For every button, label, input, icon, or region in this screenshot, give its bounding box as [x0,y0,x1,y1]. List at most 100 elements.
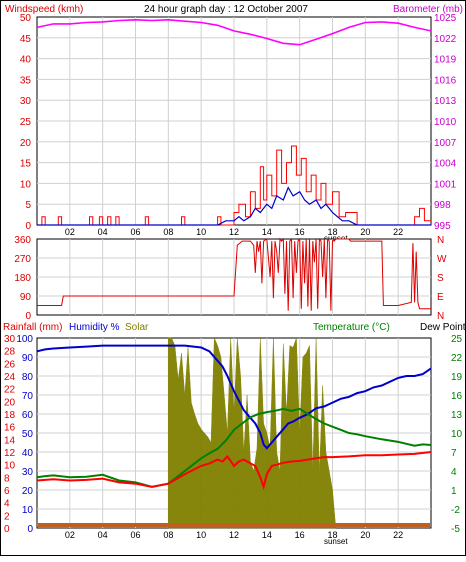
barometer-tick-label: 1004 [434,159,457,170]
time-tick-label: 18 [327,227,337,237]
rainfall-bar [38,523,430,527]
rainfall-tick-label: 28 [4,347,16,358]
humidity-axis-title: Humidity % [69,322,120,333]
direction-tick-label: 90 [20,292,32,303]
rainfall-tick-label: 8 [4,473,10,484]
rainfall-tick-label: 26 [4,359,16,370]
humidity-tick-label: 40 [22,448,34,459]
sunset-label: sunset [324,537,348,546]
windspeed-axis-title: Windspeed (kmh) [5,4,83,15]
windspeed-tick-label: 30 [20,96,32,107]
time-tick-label: 10 [196,227,206,237]
windspeed-tick-label: 25 [20,117,32,128]
direction-tick-label: 0 [25,311,31,322]
rainfall-tick-label: 30 [4,334,16,345]
graph-title: 24 hour graph day : 12 October 2007 [144,4,308,15]
humidity-tick-label: 80 [22,372,34,383]
humidity-tick-label: 20 [22,486,34,497]
rainfall-tick-label: 0 [4,524,10,535]
time-tick-label: 08 [163,227,173,237]
windspeed-tick-label: 5 [25,200,31,211]
humidity-line [36,344,432,450]
rainfall-tick-label: 4 [4,499,10,510]
windspeed-tick-label: 20 [20,138,32,149]
dewpoint-axis-title: Dew Point [420,322,466,333]
time-tick-label: 14 [262,227,272,237]
temperature-tick-label: 7 [451,448,457,459]
barometer-tick-label: 1019 [434,55,457,66]
barometer-tick-label: 1016 [434,75,457,86]
temperature-tick-label: -2 [451,505,460,516]
temperature-tick-label: 19 [451,372,463,383]
time-tick-label: 16 [295,530,305,540]
temperature-tick-label: 25 [451,334,463,345]
time-tick-label: 02 [65,227,75,237]
wind-direction-line [37,237,431,311]
time-tick-label: 22 [393,530,403,540]
barometer-tick-label: 998 [434,200,451,211]
rainfall-tick-label: 18 [4,410,16,421]
barometer-tick-label: 1022 [434,34,457,45]
temperature-tick-label: 22 [451,353,463,364]
temperature-tick-label: 16 [451,391,463,402]
windspeed-tick-label: 50 [20,13,32,24]
rainfall-tick-label: 6 [4,486,10,497]
time-tick-label: 02 [65,530,75,540]
rainfall-tick-label: 20 [4,397,16,408]
rainfall-tick-label: 10 [4,461,16,472]
time-tick-label: 18 [327,530,337,540]
compass-tick-label: W [437,254,447,265]
time-tick-label: 16 [295,227,305,237]
temperature-tick-label: 4 [451,467,457,478]
barometer-tick-label: 1025 [434,13,457,24]
solar-axis-title: Solar [125,322,149,333]
direction-tick-label: 360 [14,235,31,246]
humidity-tick-label: 10 [22,505,34,516]
rainfall-tick-label: 24 [4,372,16,383]
time-tick-label: 10 [196,530,206,540]
compass-tick-label: N [437,235,444,246]
temperature-line [36,407,432,488]
time-tick-label: 06 [130,530,140,540]
barometer-tick-label: 1010 [434,117,457,128]
rainfall-axis-title: Rainfall (mm) [3,322,62,333]
rainfall-tick-label: 2 [4,511,10,522]
barometer-tick-label: 1013 [434,96,457,107]
humidity-tick-label: 0 [27,524,33,535]
solar-area [168,337,337,529]
time-tick-label: 06 [130,227,140,237]
time-tick-label: 22 [393,227,403,237]
windspeed-tick-label: 45 [20,34,32,45]
windspeed-tick-label: 40 [20,55,32,66]
direction-tick-label: 270 [14,254,31,265]
humidity-tick-label: 70 [22,391,34,402]
rainfall-tick-label: 12 [4,448,16,459]
compass-tick-label: S [437,273,444,284]
dewpoint-line [36,451,432,491]
wind-gust-line [37,145,431,226]
humidity-tick-label: 50 [22,429,34,440]
compass-tick-label: N [437,311,444,322]
temperature-axis-title: Temperature (°C) [313,322,390,333]
barometer-tick-label: 995 [434,221,451,232]
windspeed-tick-label: 15 [20,159,32,170]
humidity-tick-label: 90 [22,353,34,364]
humidity-tick-label: 60 [22,410,34,421]
temperature-tick-label: 10 [451,429,463,440]
humidity-tick-label: 100 [16,334,33,345]
barometer-tick-label: 1001 [434,179,457,190]
temperature-tick-label: 1 [451,486,457,497]
rainfall-tick-label: 14 [4,435,16,446]
barometer-tick-label: 1007 [434,138,457,149]
time-tick-label: 04 [98,227,108,237]
windspeed-tick-label: 10 [20,179,32,190]
rainfall-tick-label: 16 [4,423,16,434]
direction-tick-label: 180 [14,273,31,284]
time-tick-label: 20 [360,227,370,237]
temperature-tick-label: -5 [451,524,460,535]
time-tick-label: 04 [98,530,108,540]
rainfall-tick-label: 22 [4,385,16,396]
temperature-tick-label: 13 [451,410,463,421]
